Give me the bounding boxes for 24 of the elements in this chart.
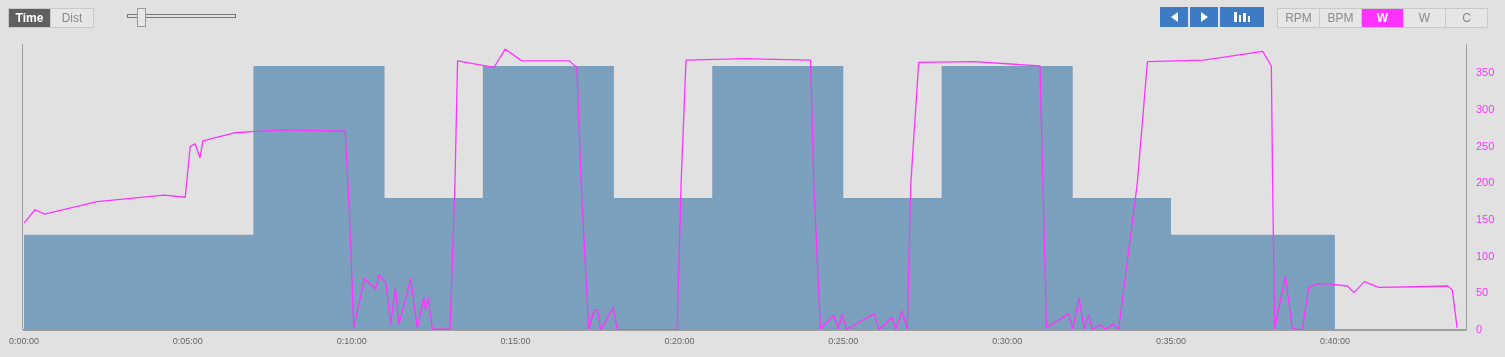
y-tick-label: 300	[1476, 103, 1495, 116]
y-tick-label: 200	[1476, 176, 1495, 189]
x-tick-label: 0:00:00	[8, 335, 40, 346]
x-tick-label: 0:05:00	[172, 335, 203, 346]
text: W	[1361, 8, 1404, 28]
y-tick-label: 50	[1476, 286, 1489, 299]
y-tick-label: 350	[1476, 66, 1495, 79]
text: Time	[8, 8, 51, 28]
x-tick-label: 0:20:00	[664, 335, 695, 346]
y-tick-label: 0	[1476, 323, 1483, 336]
text: W	[1403, 8, 1446, 28]
y-tick-label: 250	[1476, 139, 1495, 152]
x-tick-label: 0:15:00	[500, 335, 531, 346]
x-tick-label: 0:25:00	[828, 335, 859, 346]
x-tick-label: 0:40:00	[1319, 335, 1350, 346]
y-tick-label: 100	[1476, 249, 1495, 262]
text: C	[1445, 8, 1488, 28]
x-tick-label: 0:30:00	[992, 335, 1023, 346]
text: Dist	[50, 8, 94, 28]
x-tick-label: 0:10:00	[336, 335, 367, 346]
x-tick-label: 0:35:00	[1156, 335, 1187, 346]
text: BPM	[1319, 8, 1362, 28]
y-tick-label: 150	[1476, 213, 1495, 226]
text: RPM	[1277, 8, 1320, 28]
